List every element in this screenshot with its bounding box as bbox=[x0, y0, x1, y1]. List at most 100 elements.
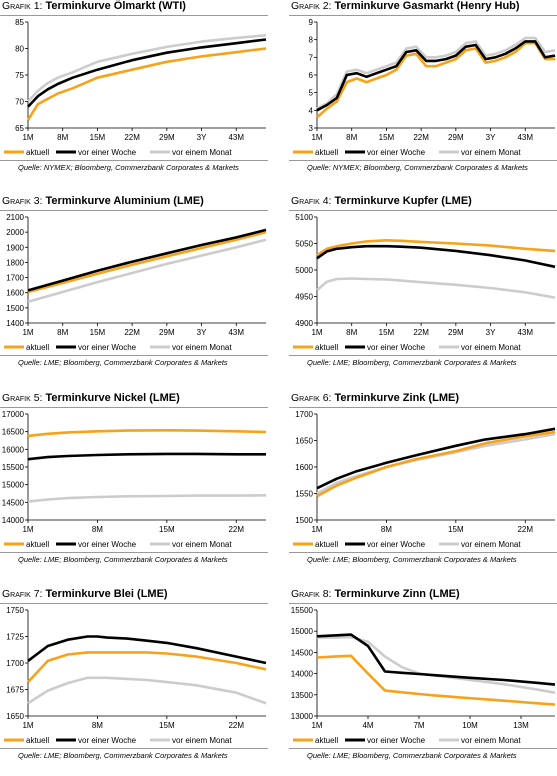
y-tick-label: 14000 bbox=[2, 516, 25, 525]
x-tick-label: 8M bbox=[346, 328, 357, 337]
y-tick-label: 7 bbox=[309, 53, 314, 62]
chart-title-text: Terminkurve Ölmarkt (WTI) bbox=[45, 0, 186, 12]
chart-panel: Grafik 4: Terminkurve Kupfer (LME) 4900 49… bbox=[289, 195, 557, 383]
y-tick-label: 2100 bbox=[6, 213, 24, 222]
chart-number: Grafik 6: bbox=[291, 392, 332, 404]
legend-label: aktuell bbox=[26, 736, 49, 745]
line-chart: 1500 1550 1600 1650 1700 1M 8M 15M 22M aktuell vor… bbox=[293, 410, 556, 549]
y-tick-label: 75 bbox=[15, 71, 24, 80]
title-rule bbox=[0, 210, 268, 211]
y-tick-label: 1550 bbox=[295, 490, 313, 499]
line-chart: 13000 13500 14000 14500 15000 15500 1M 4M 7M 10M 1… bbox=[291, 606, 556, 745]
x-tick-label: 7M bbox=[413, 721, 424, 730]
x-tick-label: 8M bbox=[57, 328, 68, 337]
legend-label: vor einer Woche bbox=[78, 736, 137, 745]
chart-title: Grafik 5: Terminkurve Nickel (LME) bbox=[2, 392, 180, 404]
series-line-1 bbox=[316, 244, 556, 269]
legend-label: vor einer Woche bbox=[367, 736, 426, 745]
y-tick-label: 16000 bbox=[2, 445, 25, 454]
x-tick-label: 3Y bbox=[197, 133, 207, 142]
y-tick-label: 2000 bbox=[6, 228, 24, 237]
chart-number: Grafik 4: bbox=[291, 195, 332, 207]
source-rule bbox=[0, 160, 268, 161]
source-note: Quelle: LME; Bloomberg, Commerzbank Corp… bbox=[18, 358, 228, 367]
y-tick-label: 5100 bbox=[295, 213, 313, 222]
y-tick-label: 4900 bbox=[295, 319, 313, 328]
y-tick-label: 85 bbox=[15, 18, 24, 27]
y-tick-label: 15000 bbox=[291, 627, 314, 636]
series-line-2 bbox=[27, 34, 267, 103]
source-note: Quelle: LME; Bloomberg, Commerzbank Corp… bbox=[18, 751, 228, 760]
chart-title: Grafik 4: Terminkurve Kupfer (LME) bbox=[291, 195, 472, 207]
chart-number: Grafik 7: bbox=[2, 588, 43, 600]
x-tick-label: 29M bbox=[159, 328, 175, 337]
series-line-0 bbox=[316, 430, 556, 498]
x-tick-label: 22M bbox=[517, 525, 533, 534]
x-tick-label: 3Y bbox=[486, 328, 496, 337]
series-line-0 bbox=[27, 428, 267, 438]
chart-title-text: Terminkurve Gasmarkt (Henry Hub) bbox=[334, 0, 520, 12]
legend-label: vor einem Monat bbox=[461, 343, 521, 352]
x-tick-label: 43M bbox=[517, 133, 533, 142]
y-tick-label: 13000 bbox=[291, 712, 314, 721]
legend-label: aktuell bbox=[26, 148, 49, 157]
series-line-1 bbox=[27, 635, 267, 665]
x-tick-label: 29M bbox=[159, 133, 175, 142]
legend-label: vor einer Woche bbox=[78, 343, 137, 352]
y-tick-label: 1725 bbox=[6, 633, 24, 642]
chart-number: Grafik 8: bbox=[291, 588, 332, 600]
y-tick-label: 13500 bbox=[291, 691, 314, 700]
x-tick-label: 15M bbox=[159, 525, 175, 534]
source-note: Quelle: LME; Bloomberg, Commerzbank Corp… bbox=[307, 751, 517, 760]
title-rule bbox=[0, 603, 268, 604]
title-rule bbox=[0, 15, 268, 16]
y-tick-label: 3 bbox=[309, 124, 314, 133]
y-tick-label: 80 bbox=[15, 45, 24, 54]
series-line-0 bbox=[316, 41, 555, 119]
x-tick-label: 22M bbox=[124, 328, 140, 337]
chart-title: Grafik 6: Terminkurve Zink (LME) bbox=[291, 392, 459, 404]
series-line-2 bbox=[316, 277, 556, 299]
source-rule bbox=[289, 748, 557, 749]
chart-panel: Grafik 1: Terminkurve Ölmarkt (WTI) 65 70 7… bbox=[0, 0, 268, 188]
source-rule bbox=[289, 160, 557, 161]
series-line-0 bbox=[27, 230, 267, 294]
x-tick-label: 22M bbox=[413, 133, 429, 142]
x-tick-label: 22M bbox=[228, 525, 244, 534]
x-tick-label: 1M bbox=[311, 133, 322, 142]
chart-title-text: Terminkurve Blei (LME) bbox=[45, 588, 168, 600]
source-rule bbox=[0, 552, 268, 553]
y-tick-label: 9 bbox=[309, 18, 314, 27]
chart-title: Grafik 3: Terminkurve Aluminium (LME) bbox=[2, 195, 204, 207]
x-tick-label: 10M bbox=[462, 721, 478, 730]
legend-label: vor einem Monat bbox=[172, 343, 232, 352]
y-tick-label: 14500 bbox=[2, 498, 25, 507]
legend-label: aktuell bbox=[26, 343, 49, 352]
chart-number: Grafik 5: bbox=[2, 392, 43, 404]
legend-label: vor einem Monat bbox=[461, 148, 521, 157]
x-tick-label: 1M bbox=[22, 525, 33, 534]
chart-panel: Grafik 5: Terminkurve Nickel (LME) 14000 1… bbox=[0, 392, 268, 580]
chart-panel: Grafik 6: Terminkurve Zink (LME) 1500 1550… bbox=[289, 392, 557, 580]
y-tick-label: 1700 bbox=[295, 410, 313, 419]
line-chart: 4900 4950 5000 5050 5100 1M 8M 15M 22M 29M 3Y 43M ak… bbox=[293, 213, 556, 352]
y-tick-label: 1900 bbox=[6, 243, 24, 252]
chart-number: Grafik 1: bbox=[2, 0, 43, 12]
y-tick-label: 5000 bbox=[295, 266, 313, 275]
x-tick-label: 43M bbox=[517, 328, 533, 337]
y-tick-label: 5 bbox=[309, 89, 314, 98]
y-tick-label: 14000 bbox=[291, 670, 314, 679]
x-tick-label: 1M bbox=[22, 328, 33, 337]
legend-label: vor einer Woche bbox=[367, 148, 426, 157]
chart-number: Grafik 3: bbox=[2, 195, 43, 207]
source-rule bbox=[289, 355, 557, 356]
legend-label: aktuell bbox=[315, 148, 338, 157]
y-tick-label: 15500 bbox=[2, 463, 25, 472]
x-tick-label: 8M bbox=[57, 133, 68, 142]
y-tick-label: 1650 bbox=[295, 437, 313, 446]
legend-label: vor einer Woche bbox=[367, 540, 426, 549]
y-tick-label: 1600 bbox=[295, 463, 313, 472]
chart-title: Grafik 2: Terminkurve Gasmarkt (Henry Hu… bbox=[291, 0, 520, 12]
x-tick-label: 43M bbox=[228, 133, 244, 142]
chart-title-text: Terminkurve Kupfer (LME) bbox=[334, 195, 472, 207]
